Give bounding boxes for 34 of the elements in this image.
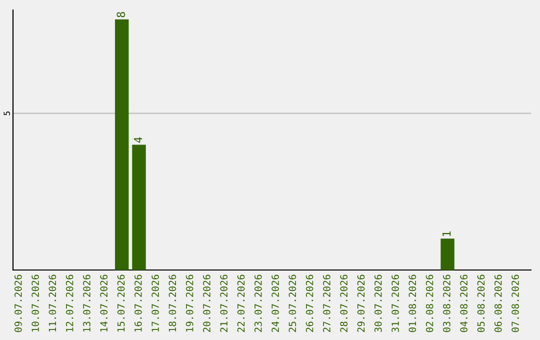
x-tick-label: 11.07.2026 bbox=[48, 274, 56, 332]
x-tick-label: 17.07.2026 bbox=[152, 274, 159, 332]
x-tick-label: 30.07.2026 bbox=[374, 274, 382, 332]
x-tick-label: 01.08.2026 bbox=[408, 274, 416, 332]
x-tick-label: 10.07.2026 bbox=[32, 274, 39, 332]
x-tick-label: 23.07.2026 bbox=[254, 274, 262, 332]
x-tick-label: 22.07.2026 bbox=[237, 274, 245, 332]
x-tick-label: 27.07.2026 bbox=[323, 274, 330, 332]
x-tick-label: 24.07.2026 bbox=[272, 274, 279, 332]
x-tick-label: 03.08.2026 bbox=[443, 274, 450, 332]
x-tick-label: 15.07.2026 bbox=[117, 274, 125, 332]
x-tick-label: 26.07.2026 bbox=[306, 274, 314, 332]
x-tick-label: 21.07.2026 bbox=[220, 274, 228, 332]
x-tick-label: 25.07.2026 bbox=[288, 274, 296, 332]
x-tick-label: 14.07.2026 bbox=[100, 274, 108, 332]
x-tick-label: 29.07.2026 bbox=[357, 274, 365, 332]
data-label: 8 bbox=[116, 12, 126, 18]
x-tick-label: 20.07.2026 bbox=[203, 274, 210, 332]
x-tick-label: 16.07.2026 bbox=[134, 274, 142, 332]
x-tick-label: 02.08.2026 bbox=[426, 274, 434, 332]
x-tick-label: 06.08.2026 bbox=[494, 274, 502, 332]
x-tick-label: 31.07.2026 bbox=[392, 274, 399, 332]
data-label: 4 bbox=[134, 137, 142, 143]
x-tick-label: 18.07.2026 bbox=[168, 274, 176, 332]
x-tick-label: 09.07.2026 bbox=[14, 274, 22, 332]
x-tick-label: 04.08.2026 bbox=[460, 274, 468, 332]
y-tick-label: 5 bbox=[4, 112, 10, 116]
x-tick-label: 05.08.2026 bbox=[477, 274, 485, 332]
x-tick-label: 19.07.2026 bbox=[186, 274, 194, 332]
x-tick-label: 07.08.2026 bbox=[512, 274, 519, 332]
x-tick-label: 13.07.2026 bbox=[83, 274, 90, 332]
data-label: 1 bbox=[442, 231, 451, 236]
x-tick-label: 28.07.2026 bbox=[340, 274, 348, 332]
x-tick-label: 12.07.2026 bbox=[66, 274, 74, 332]
